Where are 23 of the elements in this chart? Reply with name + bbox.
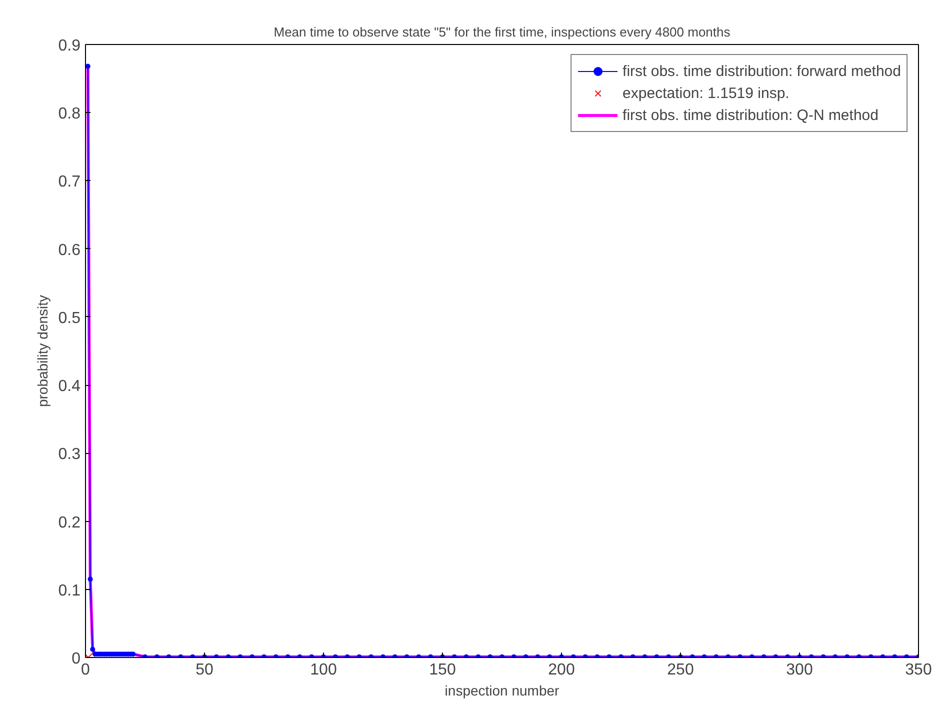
x-axis-title: inspection number bbox=[444, 682, 560, 698]
legend-label: first obs. time distribution: forward method bbox=[622, 62, 901, 80]
x-tick-label: 50 bbox=[196, 662, 214, 678]
chart-title: Mean time to observe state "5" for the first time, inspections every 4800 months bbox=[274, 24, 731, 40]
y-tick-label: 0.4 bbox=[58, 378, 81, 396]
y-tick-label: 0 bbox=[72, 650, 81, 668]
x-tick-label: 150 bbox=[429, 662, 456, 678]
x-tick-label: 250 bbox=[667, 662, 694, 678]
y-tick-label: 0.5 bbox=[58, 310, 81, 327]
y-tick-label: 0.7 bbox=[58, 174, 81, 191]
y-tick-label: 0.6 bbox=[58, 242, 81, 259]
x-tick-label: 100 bbox=[310, 662, 337, 678]
y-tick-label: 0.8 bbox=[58, 106, 81, 123]
y-tick-label: 0.9 bbox=[58, 38, 81, 54]
legend-label: expectation: 1.1519 insp. bbox=[622, 84, 790, 102]
x-tick-label: 300 bbox=[786, 662, 813, 678]
y-axis-title: probability density bbox=[34, 294, 50, 408]
y-tick-label: 0.1 bbox=[58, 582, 81, 600]
y-tick-label: 0.3 bbox=[58, 446, 81, 464]
legend-label: first obs. time distribution: Q-N method bbox=[622, 106, 878, 124]
x-tick-label: 200 bbox=[548, 662, 575, 678]
y-tick-label: 0.2 bbox=[58, 514, 81, 532]
x-tick-label: 350 bbox=[905, 662, 932, 678]
